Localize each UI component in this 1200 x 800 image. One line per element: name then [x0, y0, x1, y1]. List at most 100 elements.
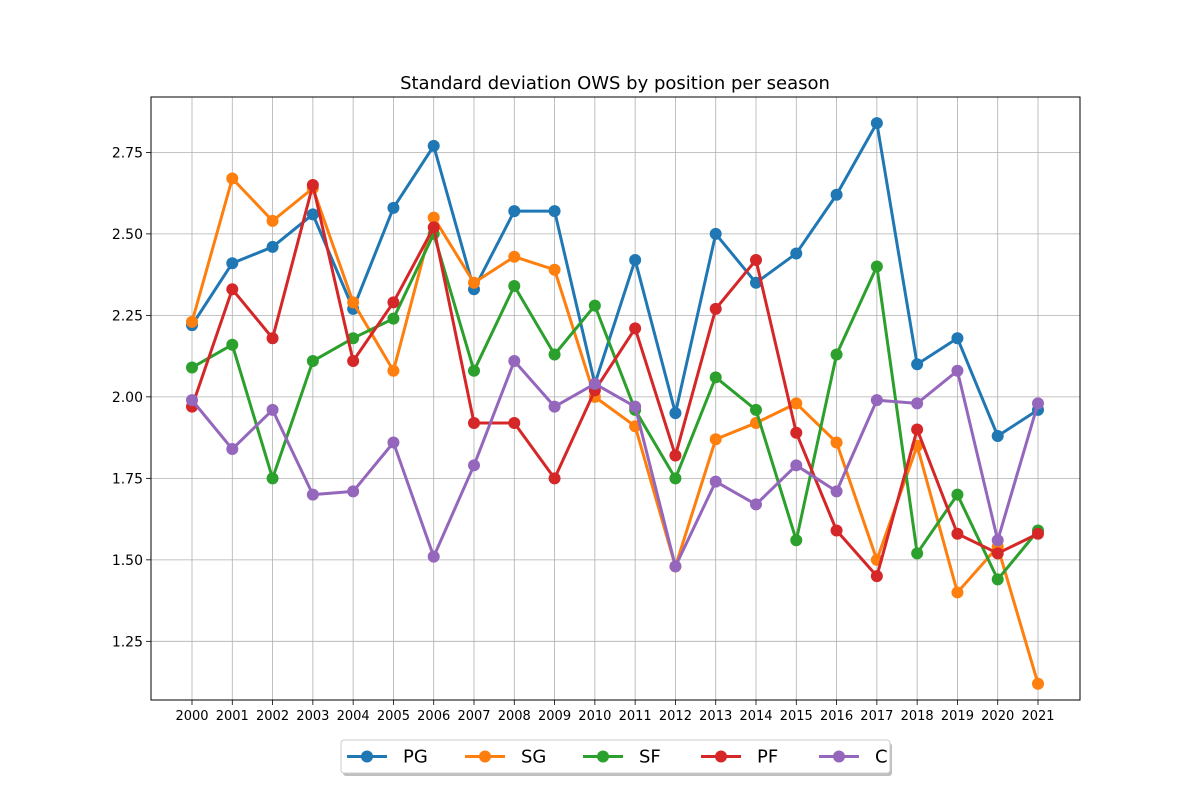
data-point — [266, 472, 279, 485]
series-line-sf — [191, 232, 1040, 581]
x-tick-label: 2012 — [659, 709, 692, 724]
y-tick-label: 1.75 — [112, 471, 143, 487]
data-point — [669, 560, 682, 573]
data-point — [1032, 527, 1044, 540]
data-point — [186, 394, 198, 407]
data-point — [226, 338, 239, 351]
data-point — [951, 364, 964, 377]
y-tick-label: 1.25 — [112, 634, 143, 650]
data-point — [790, 247, 803, 260]
data-point — [226, 172, 239, 185]
x-tick-label: 2014 — [739, 709, 772, 724]
plot-frame — [150, 96, 1081, 701]
data-point — [468, 276, 480, 289]
data-point — [870, 260, 883, 273]
series-line-sg — [190, 176, 1040, 685]
data-point — [709, 475, 722, 488]
legend-marker — [833, 750, 845, 763]
data-point — [750, 403, 762, 416]
data-point — [226, 443, 239, 456]
data-point — [387, 312, 400, 325]
legend: PG SG SF PF C — [340, 739, 892, 776]
series-line-c — [190, 359, 1040, 568]
x-tick-label: 2019 — [941, 709, 974, 724]
data-point — [790, 426, 803, 439]
legend-label: PF — [757, 747, 778, 768]
data-point — [266, 214, 279, 227]
data-point — [830, 485, 843, 498]
data-point — [790, 459, 803, 472]
data-point — [186, 361, 198, 374]
x-tick-label: 2018 — [901, 709, 934, 724]
x-tick-label: 2017 — [860, 709, 893, 724]
data-point — [226, 257, 239, 270]
x-tick-label: 2009 — [538, 709, 571, 724]
data-point — [468, 459, 480, 472]
data-point — [629, 253, 642, 266]
data-point — [951, 488, 964, 501]
y-axis: 1.25 1.50 1.75 2.00 2.25 2.50 2.75 — [112, 145, 151, 650]
legend-label: SF — [639, 747, 661, 768]
data-point — [186, 315, 198, 328]
data-point — [548, 263, 561, 276]
data-point — [669, 449, 682, 462]
data-point — [951, 332, 964, 345]
x-tick-label: 2011 — [619, 709, 652, 724]
data-point — [830, 436, 843, 449]
data-point — [790, 397, 803, 410]
data-point — [588, 377, 601, 390]
data-point — [266, 332, 279, 345]
y-tick-label: 2.00 — [112, 390, 143, 406]
y-tick-label: 2.75 — [112, 145, 143, 161]
x-tick-label: 2007 — [457, 709, 490, 724]
x-tick-label: 2002 — [256, 709, 289, 724]
data-point — [629, 400, 642, 413]
x-tick-label: 2021 — [1021, 709, 1054, 724]
data-point — [790, 534, 803, 547]
data-point — [266, 240, 279, 253]
x-tick-label: 2005 — [377, 709, 410, 724]
x-tick-label: 2013 — [699, 709, 732, 724]
data-point — [709, 227, 722, 240]
data-point — [911, 547, 924, 560]
data-point — [991, 534, 1004, 547]
data-point — [991, 429, 1004, 442]
legend-label: PG — [403, 747, 428, 768]
data-point — [508, 355, 521, 368]
data-point — [709, 433, 722, 446]
x-tick-label: 2006 — [417, 709, 450, 724]
x-tick-label: 2020 — [981, 709, 1014, 724]
series-pg — [186, 117, 1044, 442]
chart-title: Standard deviation OWS by position per s… — [400, 73, 830, 94]
legend-item-sg: SG — [465, 747, 546, 768]
data-point — [266, 403, 279, 416]
data-point — [830, 348, 843, 361]
data-point — [427, 211, 440, 224]
legend-marker — [361, 750, 373, 763]
x-tick-label: 2008 — [498, 709, 531, 724]
data-point — [951, 586, 964, 599]
data-point — [306, 179, 319, 192]
data-point — [750, 498, 762, 511]
data-point — [911, 423, 924, 436]
data-point — [911, 397, 924, 410]
legend-item-pg: PG — [347, 747, 428, 768]
data-point — [427, 221, 440, 234]
data-point — [629, 322, 642, 335]
x-tick-label: 2016 — [820, 709, 853, 724]
data-point — [387, 296, 400, 309]
data-point — [427, 550, 440, 563]
data-point — [588, 299, 601, 312]
data-point — [911, 358, 924, 371]
x-tick-label: 2004 — [337, 709, 370, 724]
data-point — [669, 472, 682, 485]
data-point — [548, 400, 561, 413]
data-point — [508, 250, 521, 263]
legend-marker — [597, 750, 609, 763]
data-point — [306, 208, 319, 221]
x-tick-label: 2003 — [296, 709, 329, 724]
legend-marker — [479, 750, 491, 763]
legend-item-sf: SF — [583, 747, 661, 768]
data-point — [468, 416, 480, 429]
legend-item-pf: PF — [701, 747, 778, 768]
